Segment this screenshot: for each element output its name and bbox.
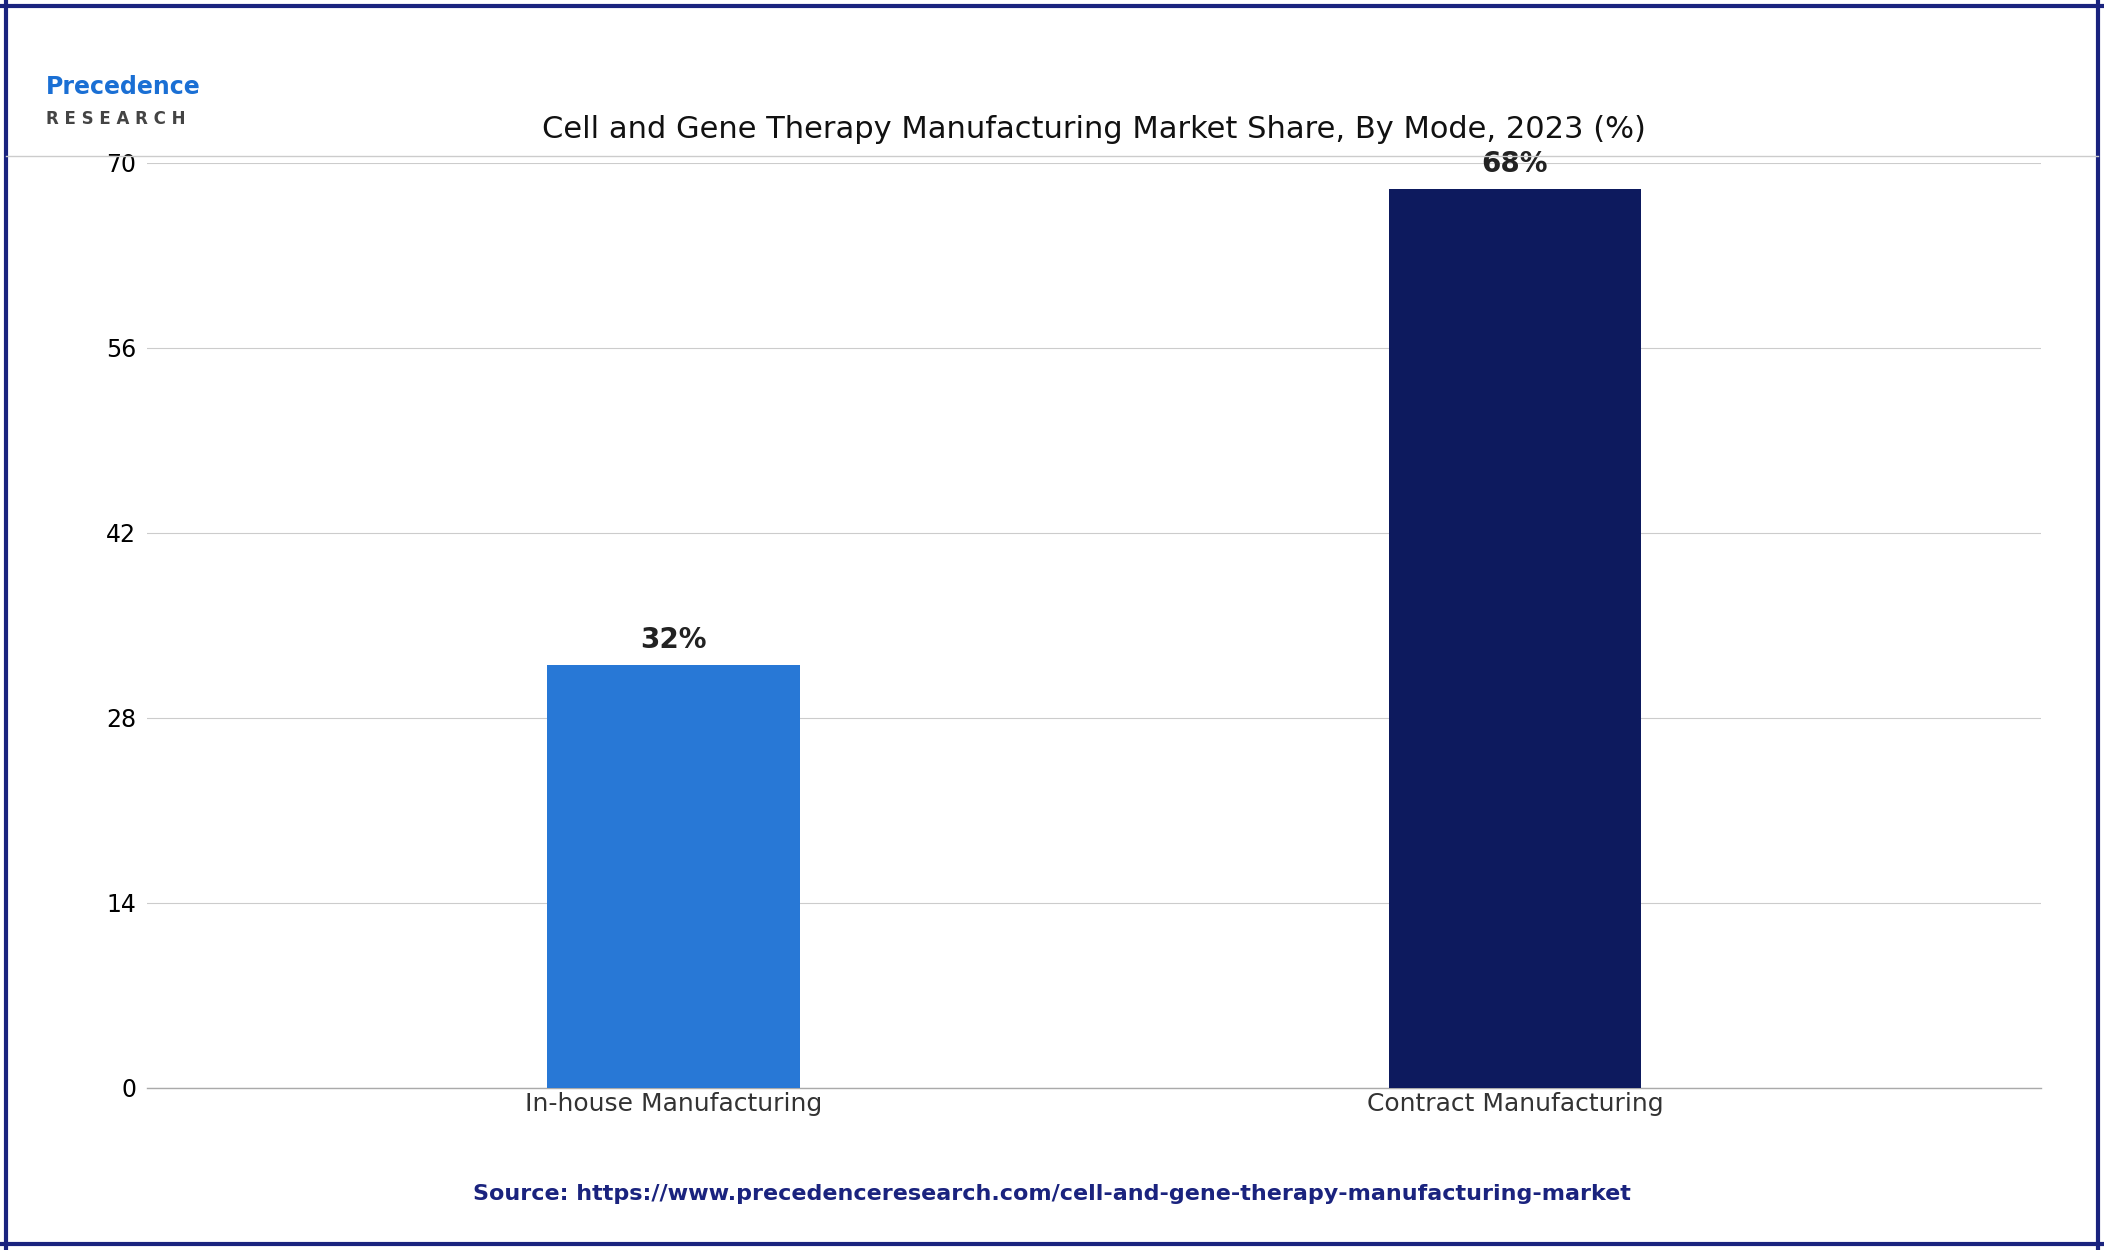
Text: R E S E A R C H: R E S E A R C H bbox=[46, 110, 185, 128]
Bar bbox=[1389, 189, 1641, 1088]
Text: 68%: 68% bbox=[1481, 150, 1549, 179]
Title: Cell and Gene Therapy Manufacturing Market Share, By Mode, 2023 (%): Cell and Gene Therapy Manufacturing Mark… bbox=[543, 115, 1645, 144]
Text: Precedence: Precedence bbox=[46, 75, 202, 100]
Text: Source: https://www.precedenceresearch.com/cell-and-gene-therapy-manufacturing-m: Source: https://www.precedenceresearch.c… bbox=[473, 1184, 1631, 1204]
Text: 32%: 32% bbox=[640, 626, 707, 654]
Bar bbox=[547, 665, 800, 1088]
